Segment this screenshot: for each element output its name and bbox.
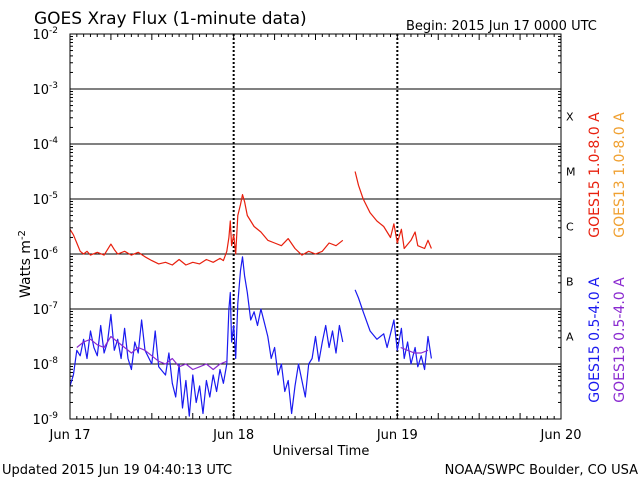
y-tick-exponent: -9	[49, 411, 58, 421]
y-tick-exponent: -3	[49, 81, 58, 91]
y-tick-label-8: 10-8	[32, 356, 58, 373]
series-line-goes15-0-5-4-0-a-0	[69, 256, 344, 417]
legend: GOES15 1.0-8.0 A GOES13 1.0-8.0 A GOES15 0…	[587, 112, 628, 403]
begin-timestamp: Begin: 2015 Jun 17 0000 UTC	[406, 19, 597, 34]
y-tick-labels: 10-910-810-710-610-510-410-310-2	[32, 26, 561, 428]
legend-goes13-0-5-4-0-a: GOES13 0.5-4.0 A	[612, 277, 628, 403]
x-tick-labels: Jun 17 Jun 18 Jun 19 Jun 20	[49, 34, 582, 443]
series-goes15-1-0-8-0-a	[69, 171, 432, 266]
flare-class-labels: A B C M X	[566, 111, 576, 344]
x-tick-label-jun-18: Jun 18	[212, 428, 254, 443]
data-series	[69, 171, 432, 417]
y-tick-base: 10	[32, 193, 49, 208]
series-line-goes15-1-0-8-0-a-0	[69, 194, 344, 266]
flare-class-m: M	[566, 166, 576, 179]
chart-title: GOES Xray Flux (1-minute data)	[34, 9, 307, 29]
y-tick-label-7: 10-7	[32, 301, 58, 318]
grid-lines	[70, 88, 561, 365]
legend-goes13-1-0-8-0-a: GOES13 1.0-8.0 A	[612, 112, 628, 238]
series-goes13-0-5-4-0-a	[76, 335, 429, 371]
y-axis-label: Watts m-2	[17, 230, 34, 298]
y-tick-exponent: -7	[49, 301, 58, 311]
y-axis-label-text: Watts m	[18, 240, 34, 298]
y-tick-exponent: -4	[49, 136, 58, 146]
series-line-goes15-0-5-4-0-a-1	[354, 289, 432, 371]
y-tick-base: 10	[32, 248, 49, 263]
y-axis-label-exponent: -2	[17, 230, 28, 240]
x-tick-label-jun-20: Jun 20	[540, 428, 582, 443]
y-tick-exponent: -8	[49, 356, 58, 366]
y-tick-exponent: -5	[49, 191, 58, 201]
legend-goes15-1-0-8-0-a: GOES15 1.0-8.0 A	[587, 112, 603, 238]
y-tick-label-6: 10-6	[32, 246, 58, 263]
y-tick-base: 10	[32, 28, 49, 43]
credit-line: NOAA/SWPC Boulder, CO USA	[445, 463, 638, 478]
y-tick-exponent: -6	[49, 246, 58, 256]
x-axis-label: Universal Time	[273, 444, 370, 459]
y-tick-label-3: 10-3	[32, 81, 58, 98]
y-tick-exponent: -2	[49, 26, 58, 36]
day-dividers	[232, 34, 399, 419]
flare-class-b: B	[566, 276, 574, 289]
series-goes15-0-5-4-0-a	[69, 256, 432, 417]
y-tick-base: 10	[32, 358, 49, 373]
updated-timestamp: Updated 2015 Jun 19 04:40:13 UTC	[2, 463, 232, 478]
series-line-goes15-1-0-8-0-a-1	[354, 171, 432, 250]
y-tick-base: 10	[32, 303, 49, 318]
plot-frame	[69, 33, 562, 420]
y-tick-label-4: 10-4	[32, 136, 58, 153]
y-tick-base: 10	[32, 138, 49, 153]
y-tick-base: 10	[32, 413, 49, 428]
y-tick-label-9: 10-9	[32, 411, 58, 428]
flare-class-c: C	[566, 221, 574, 234]
x-tick-label-jun-17: Jun 17	[49, 428, 91, 443]
x-tick-label-jun-19: Jun 19	[376, 428, 418, 443]
y-tick-base: 10	[32, 83, 49, 98]
y-tick-label-2: 10-2	[32, 26, 58, 43]
legend-goes15-0-5-4-0-a: GOES15 0.5-4.0 A	[587, 277, 603, 403]
series-line-goes13-0-5-4-0-a-0	[76, 335, 228, 371]
series-line-goes13-0-5-4-0-a-1	[400, 346, 429, 354]
y-tick-label-5: 10-5	[32, 191, 58, 208]
flare-class-a: A	[566, 331, 574, 344]
flare-class-x: X	[566, 111, 574, 124]
